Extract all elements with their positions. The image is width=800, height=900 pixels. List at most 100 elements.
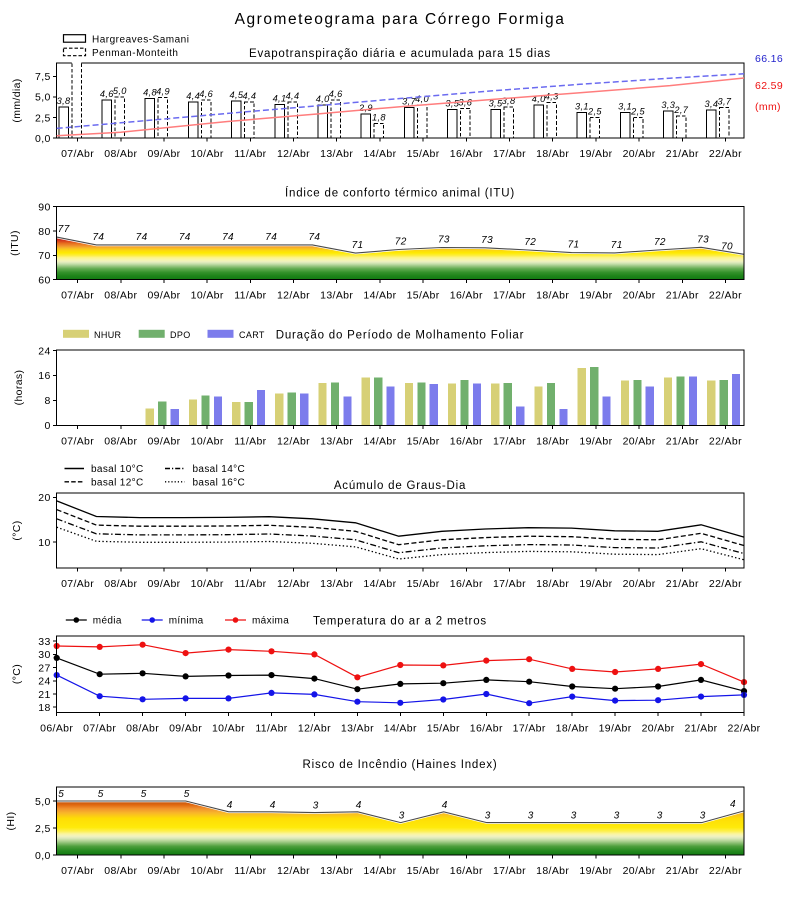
svg-text:15/Abr: 15/Abr [407,148,440,160]
svg-text:DPO: DPO [170,330,191,340]
svg-text:3,1: 3,1 [618,102,632,112]
svg-text:3: 3 [614,811,620,822]
svg-text:(HI): (HI) [5,812,17,831]
svg-text:4,6: 4,6 [100,89,114,99]
svg-text:Evapotranspiração diária e acu: Evapotranspiração diária e acumulada par… [249,48,551,60]
svg-text:11/Abr: 11/Abr [255,722,287,734]
svg-text:74: 74 [92,232,104,243]
svg-text:09/Abr: 09/Abr [147,865,180,877]
svg-text:NHUR: NHUR [94,330,122,340]
svg-text:4,0: 4,0 [316,94,330,104]
svg-text:16/Abr: 16/Abr [450,148,483,160]
svg-text:3: 3 [485,811,491,822]
svg-text:4,4: 4,4 [186,91,200,101]
svg-text:basal 16°C: basal 16°C [193,477,246,488]
svg-text:07/Abr: 07/Abr [83,722,116,734]
svg-text:74: 74 [308,232,320,243]
svg-text:17/Abr: 17/Abr [493,865,526,877]
svg-text:15/Abr: 15/Abr [427,722,460,734]
svg-text:basal 10°C: basal 10°C [91,464,144,475]
svg-text:15/Abr: 15/Abr [407,435,440,447]
svg-text:(°C): (°C) [11,664,23,684]
svg-text:17/Abr: 17/Abr [493,435,526,447]
svg-text:21/Abr: 21/Abr [666,865,699,877]
svg-text:10/Abr: 10/Abr [191,865,224,877]
svg-text:13/Abr: 13/Abr [341,722,374,734]
svg-text:66.16: 66.16 [755,53,783,65]
svg-text:(ITU): (ITU) [9,230,21,256]
svg-text:2,5: 2,5 [630,107,645,117]
svg-text:21: 21 [38,689,50,701]
svg-text:20/Abr: 20/Abr [623,435,656,447]
svg-text:média: média [93,616,122,627]
svg-text:4,4: 4,4 [286,91,300,101]
svg-text:8: 8 [44,395,50,407]
svg-text:2,5: 2,5 [35,823,51,835]
svg-text:16: 16 [38,370,50,382]
svg-text:4,3: 4,3 [545,92,559,102]
svg-text:5: 5 [58,789,64,800]
svg-text:12/Abr: 12/Abr [277,148,310,160]
svg-text:18/Abr: 18/Abr [536,865,569,877]
svg-text:3,5: 3,5 [489,98,503,108]
svg-text:4: 4 [730,799,736,810]
svg-text:20/Abr: 20/Abr [642,722,675,734]
svg-text:4,5: 4,5 [229,90,243,100]
svg-text:73: 73 [438,235,450,246]
svg-text:0: 0 [44,420,50,432]
svg-text:10: 10 [38,537,50,549]
svg-text:2,7: 2,7 [673,105,688,115]
svg-text:16/Abr: 16/Abr [450,435,483,447]
svg-text:11/Abr: 11/Abr [234,290,266,302]
svg-text:4: 4 [356,800,362,811]
svg-text:22/Abr: 22/Abr [709,865,742,877]
svg-text:3,3: 3,3 [661,100,675,110]
svg-text:14/Abr: 14/Abr [363,290,396,302]
svg-text:Acúmulo de Graus-Dia: Acúmulo de Graus-Dia [334,480,466,492]
svg-text:0,0: 0,0 [35,133,51,145]
svg-text:4,0: 4,0 [415,94,429,104]
svg-text:09/Abr: 09/Abr [169,722,202,734]
svg-text:15/Abr: 15/Abr [407,290,440,302]
svg-text:33: 33 [38,636,50,648]
svg-text:08/Abr: 08/Abr [104,290,137,302]
svg-text:Índice de conforto térmico ani: Índice de conforto térmico animal (ITU) [285,187,515,200]
svg-text:19/Abr: 19/Abr [579,148,612,160]
svg-text:3: 3 [313,801,319,812]
svg-text:74: 74 [222,232,234,243]
svg-text:3,7: 3,7 [402,97,416,107]
svg-text:5: 5 [184,789,190,800]
svg-text:(mm): (mm) [755,101,781,113]
svg-text:mínima: mínima [169,616,204,627]
svg-text:71: 71 [611,240,623,251]
svg-text:16/Abr: 16/Abr [450,865,483,877]
svg-text:07/Abr: 07/Abr [61,290,94,302]
svg-text:15/Abr: 15/Abr [407,865,440,877]
svg-text:24: 24 [38,676,50,688]
svg-text:16/Abr: 16/Abr [450,290,483,302]
svg-text:12/Abr: 12/Abr [277,290,310,302]
svg-text:3: 3 [399,811,405,822]
svg-text:3: 3 [528,811,534,822]
svg-text:18/Abr: 18/Abr [556,722,589,734]
svg-text:20/Abr: 20/Abr [623,290,656,302]
svg-text:1,8: 1,8 [372,112,386,122]
svg-text:07/Abr: 07/Abr [61,435,94,447]
svg-text:72: 72 [524,237,536,248]
svg-text:70: 70 [38,250,50,262]
svg-text:09/Abr: 09/Abr [147,578,180,590]
svg-text:19/Abr: 19/Abr [579,578,612,590]
svg-text:(horas): (horas) [13,370,25,406]
svg-text:21/Abr: 21/Abr [666,578,699,590]
svg-text:12/Abr: 12/Abr [277,435,310,447]
svg-text:máxima: máxima [252,616,289,627]
svg-text:16/Abr: 16/Abr [470,722,503,734]
svg-text:14/Abr: 14/Abr [363,435,396,447]
svg-text:13/Abr: 13/Abr [320,865,353,877]
svg-text:18/Abr: 18/Abr [536,435,569,447]
svg-text:18/Abr: 18/Abr [536,290,569,302]
svg-text:60: 60 [38,274,50,286]
svg-text:73: 73 [697,234,709,245]
svg-text:Temperatura do ar a 2 metros: Temperatura do ar a 2 metros [313,616,487,628]
svg-text:20/Abr: 20/Abr [623,865,656,877]
